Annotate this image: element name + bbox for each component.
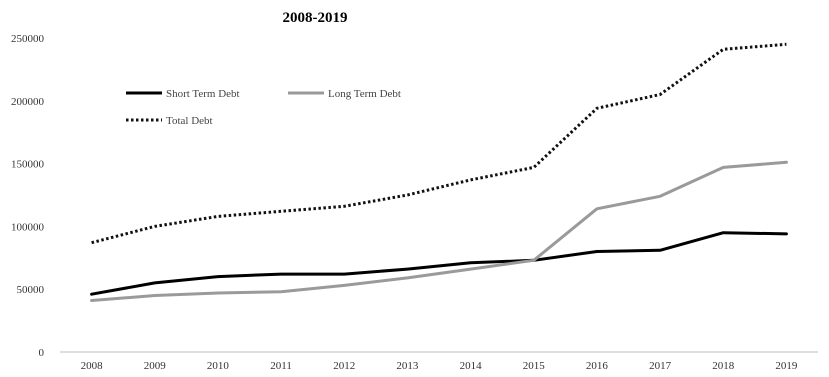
series-line-total-debt [91, 42, 787, 245]
x-tick-label: 2012 [333, 360, 355, 372]
y-tick-label: 50000 [17, 284, 45, 296]
x-tick-label: 2011 [270, 360, 292, 372]
x-tick-label: 2015 [523, 360, 546, 372]
x-tick-label: 2010 [207, 360, 230, 372]
series-line-short-term-debt [90, 231, 788, 296]
chart-title: 2008-2019 [283, 10, 348, 26]
legend-label: Short Term Debt [166, 88, 240, 100]
x-tick-label: 2014 [460, 360, 483, 372]
x-tick-label: 2018 [712, 360, 735, 372]
x-tick-label: 2013 [396, 360, 419, 372]
y-tick-label: 0 [39, 347, 45, 359]
series-line-long-term-debt [90, 160, 788, 302]
y-axis-ticks: 0 50000 100000 150000 200000 250000 [11, 33, 45, 359]
y-tick-label: 250000 [11, 33, 45, 45]
y-tick-label: 100000 [11, 221, 45, 233]
x-tick-label: 2009 [144, 360, 167, 372]
legend-label: Long Term Debt [328, 88, 401, 100]
x-tick-label: 2019 [775, 360, 798, 372]
x-axis-ticks: 2008 2009 2010 2011 2012 2013 2014 2015 2016 2017… [81, 360, 798, 372]
x-tick-label: 2017 [649, 360, 672, 372]
series-lines [90, 42, 788, 302]
y-tick-label: 200000 [11, 96, 45, 108]
x-tick-label: 2008 [81, 360, 104, 372]
y-tick-label: 150000 [11, 159, 45, 171]
x-tick-label: 2016 [586, 360, 609, 372]
legend: Short Term Debt Long Term Debt Total Debt [126, 88, 401, 127]
legend-label: Total Debt [166, 115, 213, 127]
